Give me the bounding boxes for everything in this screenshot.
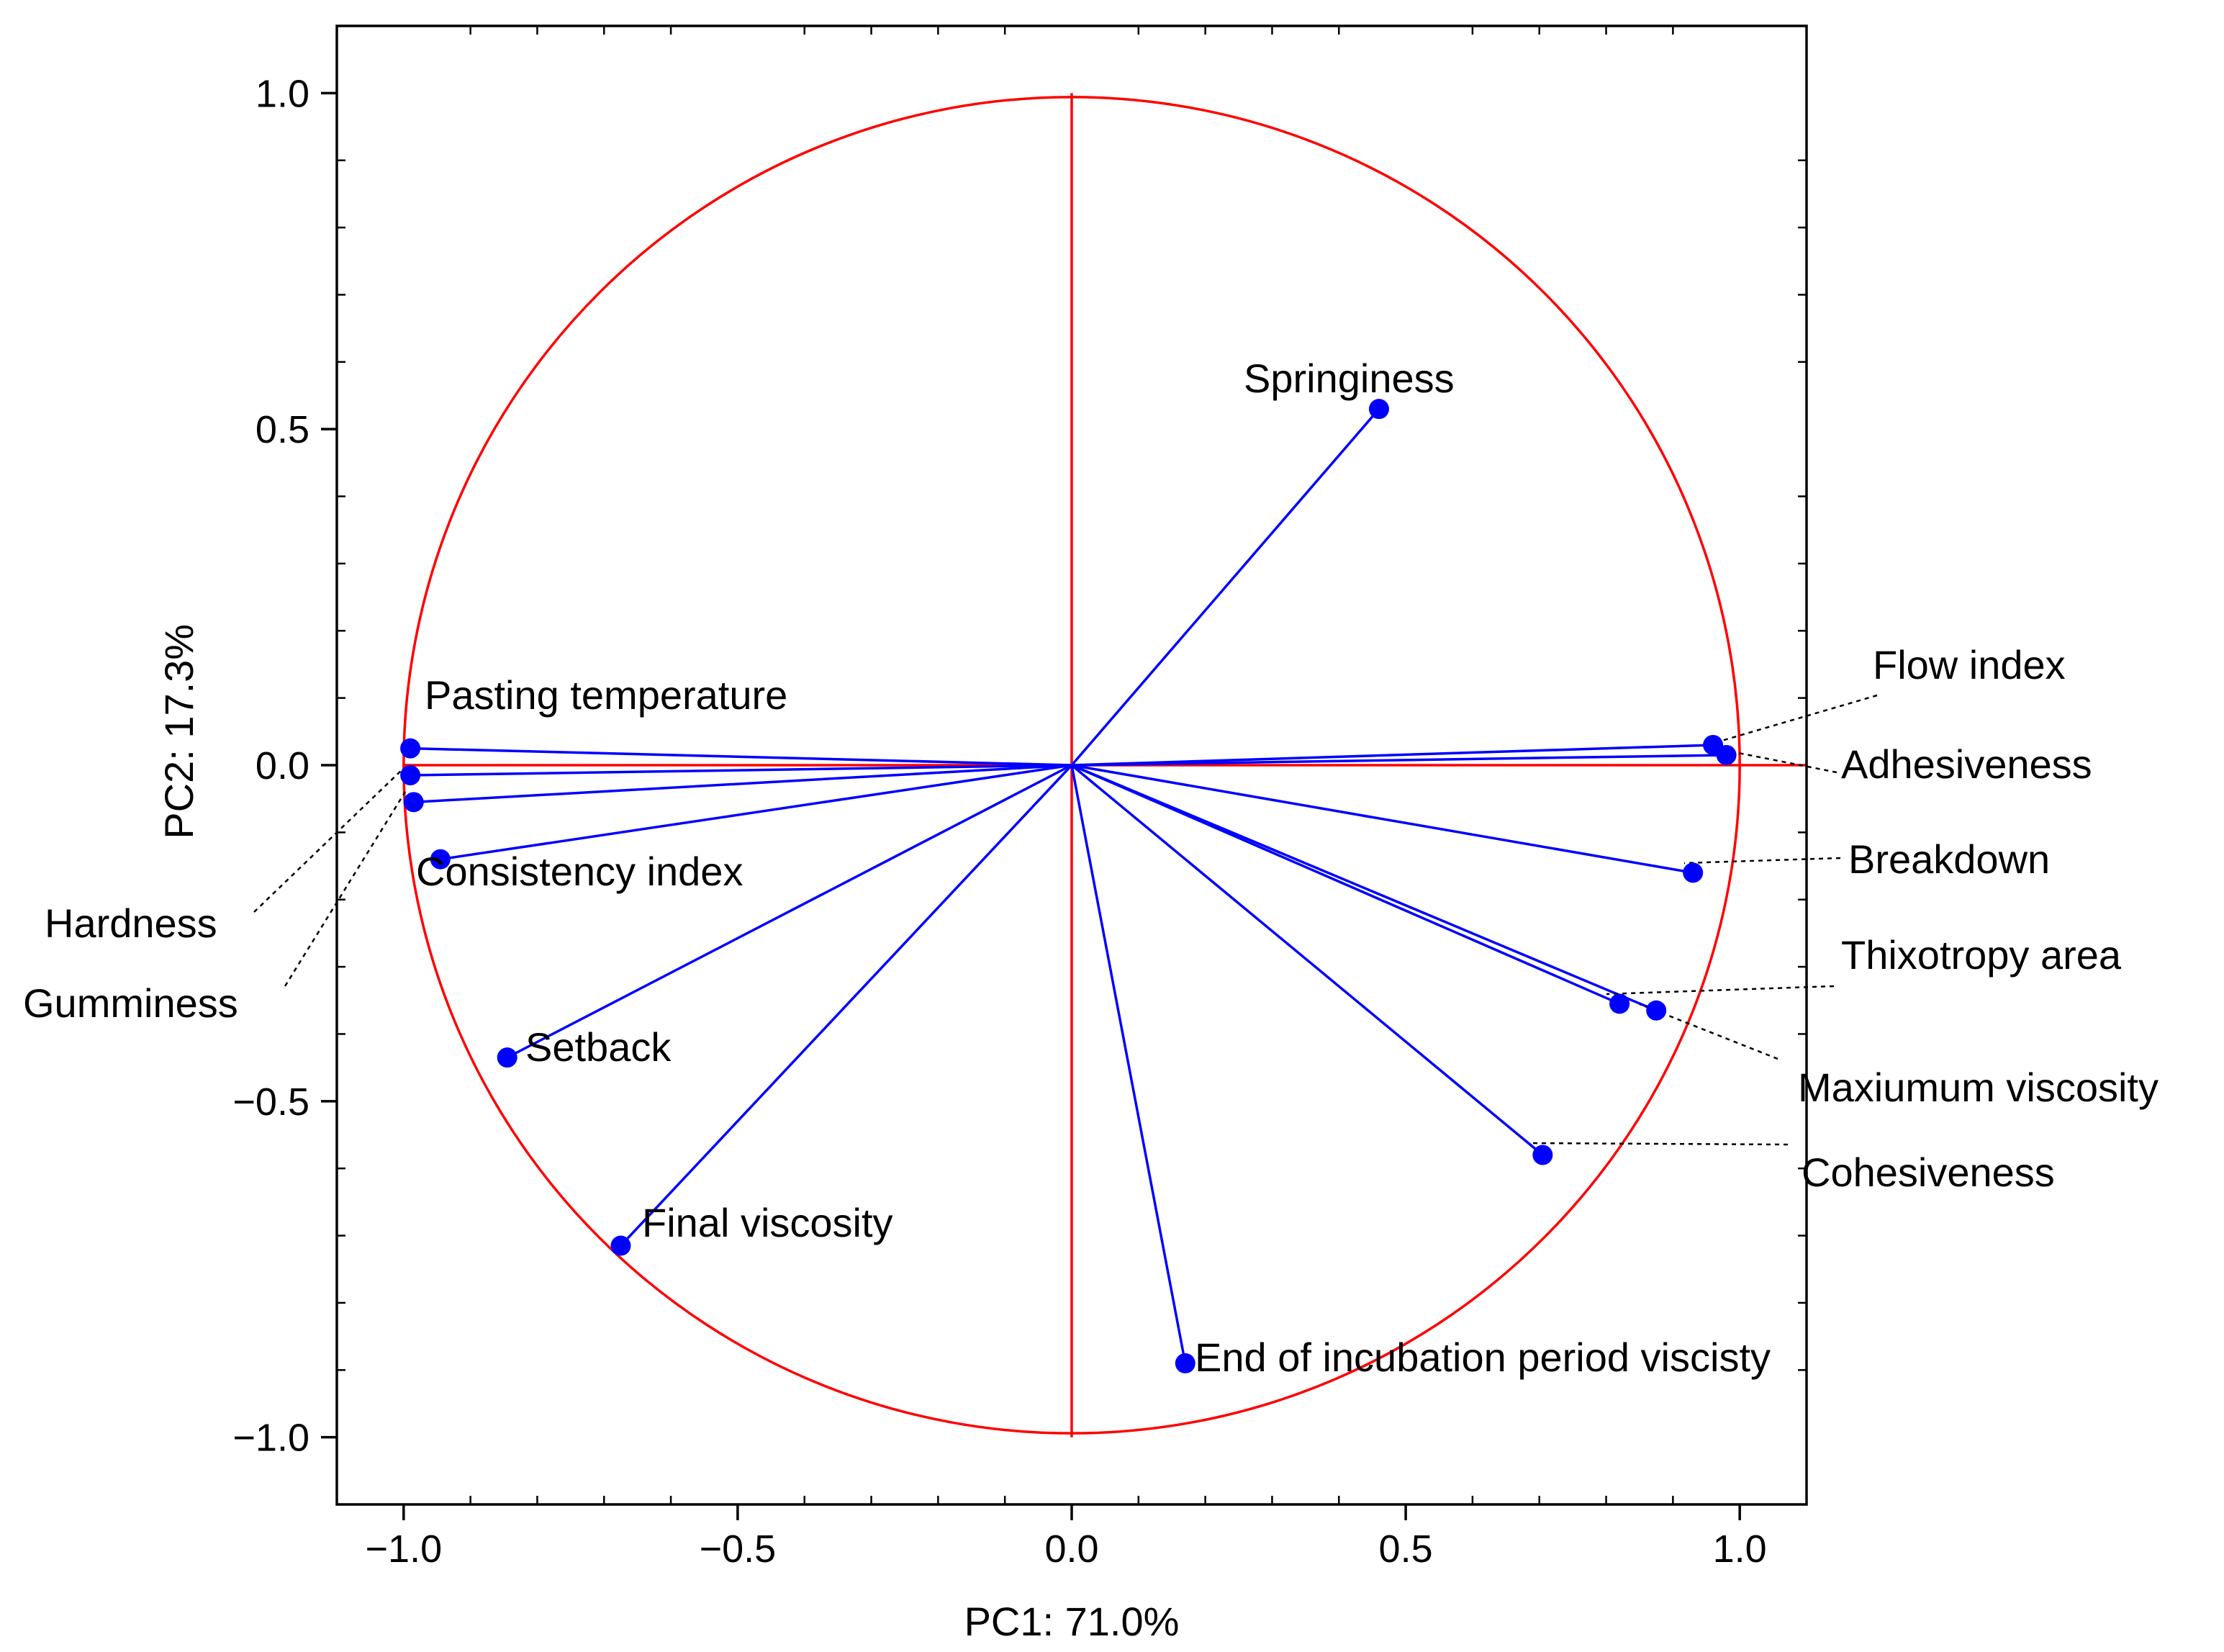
point-thixotropy-area [1609,993,1630,1014]
plot-area-frame [335,24,1808,1506]
vector-hardness [410,764,1072,777]
label-hardness: Hardness [45,901,217,946]
label-breakdown: Breakdown [1848,836,2050,882]
vector-consistency-index [440,764,1072,861]
label-cohesiveness: Cohesiveness [1802,1150,2055,1195]
x-tick-label: 0.0 [1044,1527,1098,1571]
vector-breakdown [1071,764,1694,875]
label-flow-index: Flow index [1873,642,2066,687]
y-tick-label: −0.5 [232,1080,309,1124]
leader-line-breakdown [1683,857,1841,865]
y-axis-title: PC2: 17.3% [156,624,202,839]
label-end-of-incubation-period-viscisty: End of incubation period viscisty [1195,1335,1771,1380]
x-tick-label: 0.5 [1379,1527,1433,1571]
vector-adhesiveness [1071,754,1727,767]
y-tick-label: 0.5 [256,408,309,451]
point-breakdown [1683,862,1704,883]
label-springiness: Springiness [1244,356,1455,401]
point-maxiumum-viscosity [1646,1000,1667,1021]
leader-line-flow-index [1709,694,1878,746]
tick-labels: −1.0 −0.5 0.0 0.5 1.0 −1.0 −0.5 0.0 0.5 1.0 [232,72,1766,1571]
label-pasting-temperature: Pasting temperature [425,672,787,718]
y-tick-label: 0.0 [256,744,309,787]
leader-line-thixotropy-area [1606,985,1835,996]
label-thixotropy-area: Thixotropy area [1841,932,2122,978]
vector-pasting-temperature [410,746,1072,767]
vector-thixotropy-area [1071,764,1620,1006]
x-tick-label: −1.0 [366,1527,443,1571]
vector-final-viscosity [620,764,1073,1247]
y-tick-label: −1.0 [232,1417,309,1460]
point-end-of-incubation-period-viscisty [1175,1353,1195,1373]
vector-setback [506,764,1072,1059]
leader-line-cohesiveness [1528,1142,1789,1146]
loading-points [400,399,1737,1373]
label-consistency-index: Consistency index [416,849,743,894]
label-maxiumum-viscosity: Maxiumum viscosity [1798,1065,2159,1110]
vector-cohesiveness [1070,764,1544,1156]
point-setback [497,1047,517,1068]
point-pasting-temperature [400,738,421,759]
loading-vectors [410,408,1727,1364]
point-gumminess [403,792,424,813]
point-consistency-index [430,849,451,870]
vector-flow-index [1071,744,1714,767]
leader-line-adhesiveness [1730,750,1837,774]
label-gumminess: Gumminess [23,980,238,1026]
x-tick-label: −0.5 [700,1527,777,1571]
label-setback: Setback [525,1024,672,1070]
vector-end-of-incubation-period-viscisty [1070,764,1187,1364]
leader-line-gumminess [284,791,407,987]
label-final-viscosity: Final viscosity [642,1200,893,1245]
label-adhesiveness: Adhesiveness [1841,741,2092,787]
point-springiness [1368,399,1389,420]
y-tick-label: 1.0 [256,72,309,115]
x-tick-label: 1.0 [1713,1527,1767,1571]
point-adhesiveness [1716,744,1737,765]
vector-gumminess [413,764,1072,804]
point-final-viscosity [610,1235,631,1256]
point-cohesiveness [1532,1145,1553,1165]
point-hardness [400,765,421,786]
vector-maxiumum-viscosity [1071,764,1657,1012]
variable-labels: Springiness Flow index Adhesiveness Breakdo… [23,356,2159,1380]
vector-springiness [1070,408,1380,767]
x-axis-title: PC1: 71.0% [964,1599,1180,1644]
axis-ticks [321,24,1808,1520]
